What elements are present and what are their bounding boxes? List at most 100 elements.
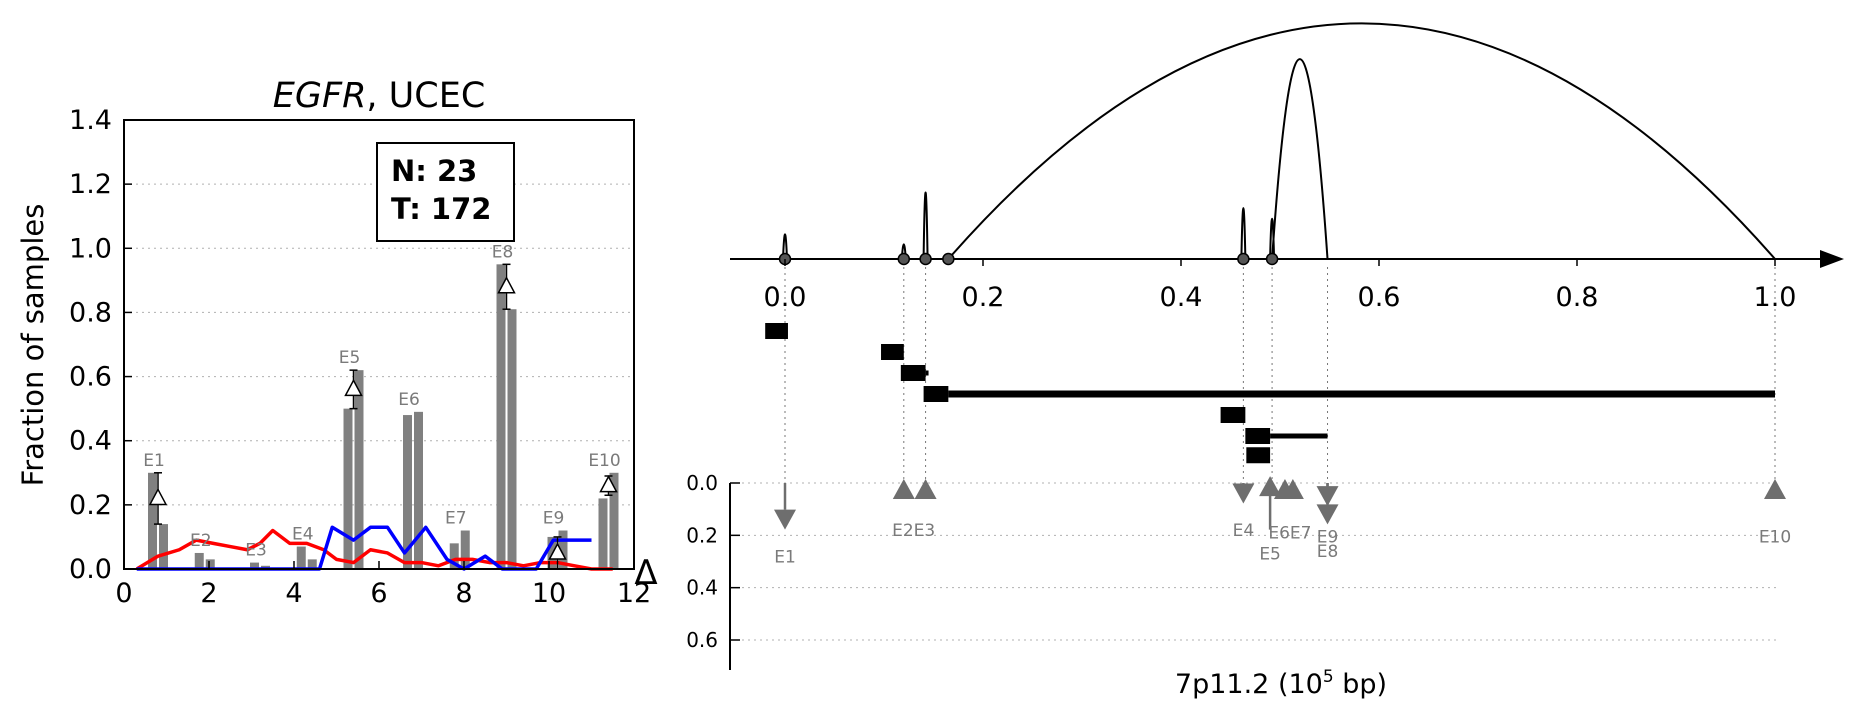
- left-gridlines: [124, 183, 634, 506]
- exon-block: [881, 344, 904, 360]
- delta-triangle-up: [914, 479, 937, 499]
- splice-spike: [1269, 218, 1276, 260]
- left-y-tick-label: 1.4: [69, 105, 112, 136]
- delta-triangle-down: [1232, 483, 1255, 504]
- normal-bar-E3: [250, 562, 259, 569]
- left-x-tick-label: 0: [115, 578, 132, 609]
- genome-tick-label: 0.0: [764, 282, 807, 313]
- delta-marker-label: E9: [1317, 528, 1339, 548]
- tumor-bar-E2: [205, 559, 215, 569]
- delta-triangle-up: [1259, 476, 1282, 497]
- tumor-bar-E5: [354, 370, 364, 569]
- left-y-tick-label: 0.6: [69, 362, 112, 393]
- exon-block: [1246, 447, 1271, 464]
- left-exon-label: E6: [398, 390, 420, 410]
- delta-marker-label: E10: [1759, 528, 1791, 548]
- genome-axis-label-main: 7p11.2 (10: [1175, 669, 1323, 700]
- delta-marker-E1: [148, 487, 168, 506]
- axis-node: [942, 252, 955, 266]
- legend-n-count: N: 23: [391, 154, 477, 188]
- genome-tick-label: 0.2: [962, 282, 1005, 313]
- genome-tick-label: 0.6: [1358, 282, 1401, 313]
- delta-tick-label: 0.6: [686, 628, 718, 652]
- exon-block: [900, 365, 926, 381]
- delta-marker-label: E4: [1233, 521, 1255, 541]
- left-delta-markers: [148, 263, 618, 570]
- tumor-bar-E4: [307, 559, 317, 569]
- exon-blocks: [765, 323, 1775, 464]
- left-y-tick-label: 0.0: [69, 554, 112, 585]
- normal-bar-E7: [449, 543, 459, 569]
- tumor-bar-E7: [460, 530, 470, 569]
- axis-nodes: [778, 252, 1279, 266]
- left-exon-label: E8: [492, 242, 514, 262]
- splice-spikes: [782, 191, 1276, 260]
- legend-box: N: 23 T: 172: [376, 142, 515, 242]
- left-y-ticks: 0.0 0.2 0.4 0.6 0.8 1.0 1.2 1.4: [69, 105, 132, 585]
- y-axis-label: Fraction of samples: [16, 204, 50, 487]
- splice-arcs: [947, 22, 1776, 260]
- delta-triangle-up: [1764, 479, 1786, 499]
- genome-tick-label: 0.8: [1556, 282, 1599, 313]
- left-bars: [148, 264, 619, 569]
- genome-axis-label-unit: bp): [1334, 669, 1387, 700]
- title-gene: EGFR: [273, 76, 367, 116]
- chart-title: EGFR, UCEC: [273, 76, 486, 116]
- left-bar-chart: E1 E2 E3 E4 E5 E6 E7 E8 E9 E10 0.0 0.2 0.4 0.6 0.8 1.0…: [16, 76, 651, 609]
- delta-marker-label: E5: [1259, 545, 1281, 565]
- delta-marker-E9: [548, 542, 567, 560]
- left-series-lines: [135, 525, 613, 571]
- genome-axis-label: 7p11.2 (105 bp): [1175, 667, 1387, 700]
- tumor-bar-E8: [507, 309, 517, 569]
- left-exon-label: E9: [543, 509, 565, 529]
- exon-block: [765, 323, 788, 339]
- left-exon-label: E3: [245, 541, 267, 561]
- delta-axis-label: Δ: [634, 553, 657, 593]
- left-x-ticks: 0 2 4 6 8 10 12: [115, 561, 651, 609]
- genome-axis-label-exponent: 5: [1323, 667, 1334, 687]
- normal-bar-E2: [194, 552, 204, 569]
- normal-bar-E1: [148, 472, 157, 569]
- delta-marker-label: E1: [774, 547, 796, 567]
- left-y-tick-label: 0.2: [69, 490, 112, 521]
- splice-arc: [1271, 58, 1329, 260]
- left-x-tick-label: 2: [200, 578, 217, 609]
- genome-axis-ticks: 0.0 0.2 0.4 0.6 0.8 1.0: [764, 259, 1796, 313]
- splice-spike: [1240, 207, 1247, 260]
- splice-spike: [782, 233, 788, 260]
- axis-node: [1237, 252, 1250, 266]
- delta-triangle-up: [1281, 479, 1304, 499]
- normal-bar-E10: [598, 498, 608, 569]
- tumor-bar-E10: [609, 472, 619, 569]
- left-y-tick-label: 1.2: [69, 169, 112, 200]
- normal-bar-E8: [496, 264, 506, 569]
- exon-block: [1245, 428, 1271, 444]
- delta-triangle-down: [774, 509, 796, 530]
- blue-series-line: [136, 525, 592, 571]
- delta-marker-E8: [497, 276, 516, 294]
- delta-marker-label: E6E7: [1268, 524, 1311, 544]
- exon-block: [923, 386, 949, 402]
- delta-triangle-down: [1316, 504, 1339, 525]
- tumor-bar-E1: [159, 524, 168, 569]
- delta-marker-E5: [344, 378, 363, 397]
- left-x-tick-label: 8: [455, 578, 472, 609]
- delta-tick-label: 0.0: [686, 471, 718, 495]
- delta-marker-label: E2E3: [892, 521, 935, 541]
- genome-tick-label: 0.4: [1160, 282, 1203, 313]
- splice-arc: [947, 22, 1776, 260]
- left-y-tick-label: 1.0: [69, 233, 112, 264]
- axis-node: [1265, 252, 1279, 266]
- left-x-tick-label: 4: [285, 578, 302, 609]
- delta-axis-ticks: 0.0 0.2 0.4 0.6: [686, 471, 740, 652]
- tumor-bar-E9: [558, 530, 568, 569]
- axis-node: [897, 252, 911, 266]
- exon-guide-lines: [784, 267, 1776, 483]
- tumor-bar-E6: [414, 411, 423, 569]
- right-gene-diagram: 0.0 0.2 0.4 0.6 0.8 1.0 0.0 0.2 0.4 0.6 Δ E1 E2E3…: [634, 22, 1844, 700]
- legend-frame: [376, 142, 515, 242]
- left-x-tick-label: 12: [617, 578, 651, 609]
- left-y-tick-label: 0.4: [69, 426, 112, 457]
- left-exon-label: E10: [588, 451, 620, 471]
